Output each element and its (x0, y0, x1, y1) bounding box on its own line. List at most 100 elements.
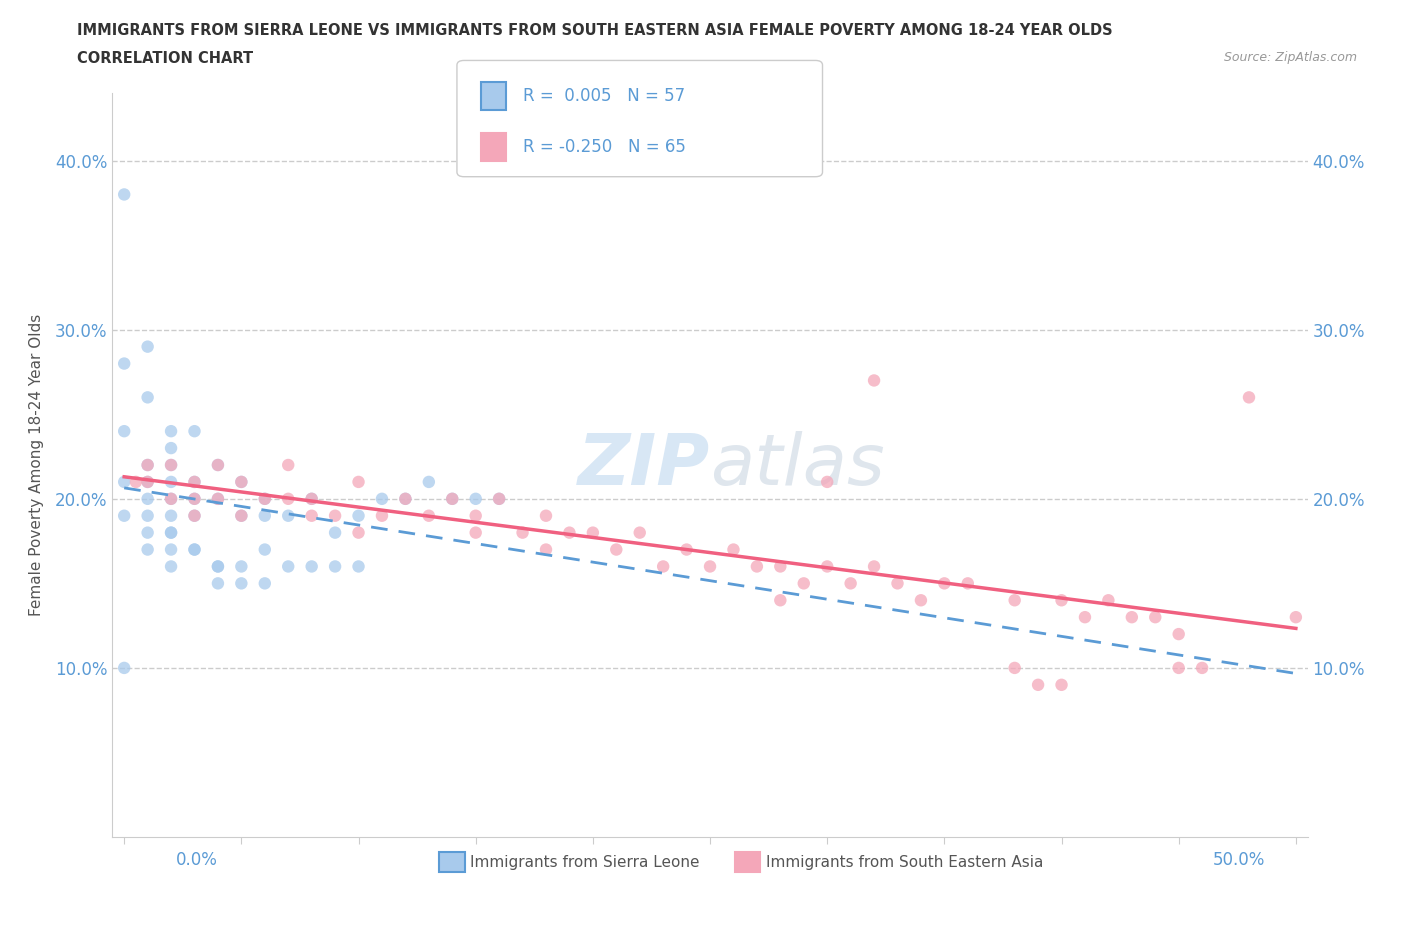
Point (1050, 677, 1073, 692)
Point (183, 474, 205, 489)
Point (886, 576, 908, 591)
Point (605, 542, 627, 557)
Point (136, 458, 159, 472)
Point (815, 559, 838, 574)
Point (183, 509, 205, 524)
Point (1074, 610, 1097, 625)
Point (628, 525, 651, 540)
Point (464, 491, 486, 506)
Point (441, 491, 464, 506)
Point (231, 474, 253, 489)
Point (815, 474, 838, 489)
Point (183, 509, 205, 524)
Point (136, 474, 159, 489)
Text: CORRELATION CHART: CORRELATION CHART (77, 51, 253, 66)
Point (464, 525, 486, 540)
Point (347, 509, 370, 524)
Point (1167, 660, 1189, 675)
Point (277, 509, 299, 524)
Point (136, 542, 159, 557)
Point (231, 559, 253, 574)
Point (160, 525, 183, 540)
Point (136, 458, 159, 472)
Point (323, 509, 346, 524)
Point (558, 525, 581, 540)
Point (699, 559, 721, 574)
Point (160, 458, 183, 472)
Point (1004, 660, 1026, 675)
Point (723, 542, 745, 557)
Point (253, 576, 276, 591)
Point (160, 542, 183, 557)
Point (136, 509, 159, 524)
Point (394, 491, 416, 506)
Point (863, 373, 886, 388)
Text: Immigrants from Sierra Leone: Immigrants from Sierra Leone (470, 855, 700, 870)
Point (207, 559, 229, 574)
Point (231, 474, 253, 489)
Text: Immigrants from South Eastern Asia: Immigrants from South Eastern Asia (765, 855, 1043, 870)
Text: ZIP: ZIP (578, 431, 710, 499)
Point (112, 660, 135, 675)
Point (253, 491, 276, 506)
Point (1097, 592, 1119, 607)
Point (160, 441, 183, 456)
Point (277, 458, 299, 472)
Point (207, 491, 229, 506)
Point (231, 509, 253, 524)
Point (1285, 610, 1308, 625)
Point (839, 576, 862, 591)
Point (910, 592, 932, 607)
Point (464, 509, 486, 524)
Point (207, 559, 229, 574)
Point (534, 542, 557, 557)
Point (112, 474, 135, 489)
Point (207, 576, 229, 591)
Point (183, 474, 205, 489)
Point (394, 491, 416, 506)
Point (441, 491, 464, 506)
Point (488, 491, 510, 506)
Point (253, 491, 276, 506)
Y-axis label: Female Poverty Among 18-24 Year Olds: Female Poverty Among 18-24 Year Olds (30, 314, 44, 617)
Point (160, 474, 183, 489)
Point (301, 491, 323, 506)
Point (956, 576, 979, 591)
Point (183, 542, 205, 557)
Point (160, 424, 183, 439)
Point (418, 474, 440, 489)
Text: Source: ZipAtlas.com: Source: ZipAtlas.com (1223, 51, 1357, 64)
Point (347, 559, 370, 574)
Text: 0.0%: 0.0% (176, 851, 218, 869)
Point (136, 339, 159, 354)
Point (136, 491, 159, 506)
Point (1121, 610, 1143, 625)
Text: atlas: atlas (710, 431, 884, 499)
Text: R =  0.005   N = 57: R = 0.005 N = 57 (523, 86, 685, 105)
Point (207, 491, 229, 506)
Point (112, 187, 135, 202)
Point (769, 559, 792, 574)
Point (231, 509, 253, 524)
Point (160, 559, 183, 574)
Point (183, 491, 205, 506)
Point (371, 491, 394, 506)
Point (231, 576, 253, 591)
Point (769, 592, 792, 607)
Point (371, 509, 394, 524)
Point (418, 509, 440, 524)
Point (347, 525, 370, 540)
Point (582, 525, 605, 540)
Point (512, 525, 534, 540)
Point (277, 559, 299, 574)
Point (934, 576, 956, 591)
Point (253, 542, 276, 557)
Point (125, 474, 148, 489)
Point (160, 525, 183, 540)
Point (1026, 677, 1049, 692)
Point (301, 491, 323, 506)
Point (1004, 592, 1026, 607)
Point (160, 458, 183, 472)
Point (183, 542, 205, 557)
Point (488, 491, 510, 506)
